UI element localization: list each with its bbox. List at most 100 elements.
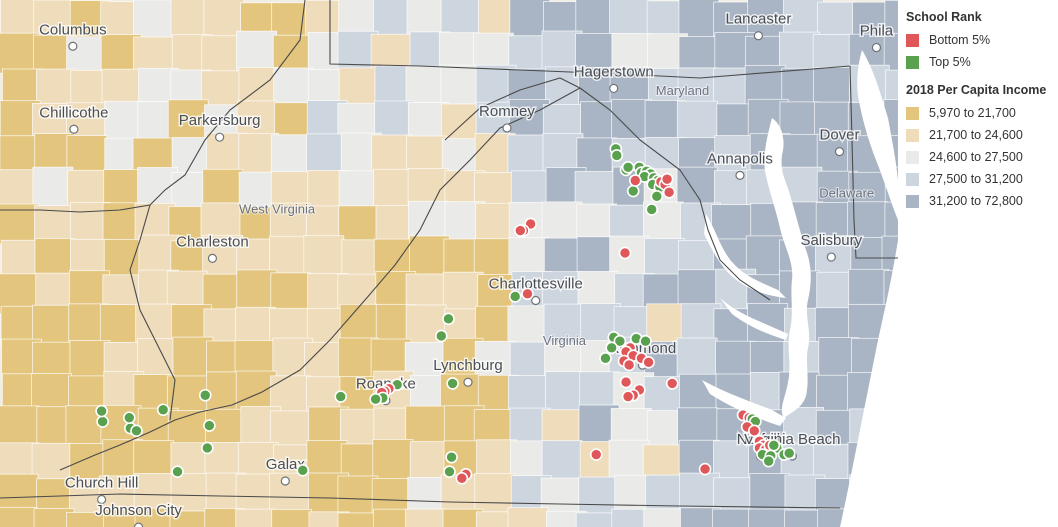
county-tile [235,508,277,527]
wv-oh-river [0,0,306,213]
school-marker-bottom[interactable] [698,462,712,476]
school-marker-top[interactable] [95,404,108,418]
bottom-swatch [906,33,919,47]
income-swatch [906,172,919,186]
city-dot [133,522,144,527]
school-marker-top[interactable] [203,419,216,432]
county-tile [711,204,752,246]
school-marker-bottom[interactable] [521,287,534,301]
legend-item-income-4[interactable]: 27,500 to 31,200 [906,168,1056,190]
county-tile [338,170,380,212]
county-tile [714,135,756,176]
legend-item-income-3[interactable]: 24,600 to 27,500 [906,146,1056,168]
school-marker-top[interactable] [96,415,109,428]
school-marker-top[interactable] [198,388,212,402]
legend-item-label: Bottom 5% [929,33,991,47]
school-marker-top[interactable] [599,352,612,365]
legend-item-top[interactable]: Top 5% [906,51,1056,73]
school-marker-top[interactable] [626,184,640,198]
school-markers[interactable] [95,142,796,485]
county-tile [33,0,75,41]
school-marker-bottom[interactable] [514,224,527,237]
county-tile [271,508,313,527]
legend-item-bottom[interactable]: Bottom 5% [906,29,1056,51]
school-marker-bottom[interactable] [621,390,635,403]
school-marker-top[interactable] [762,454,775,468]
school-marker-top[interactable] [442,312,455,326]
county-tile [338,205,380,247]
school-marker-bottom[interactable] [455,471,469,485]
school-marker-top[interactable] [156,403,170,417]
city-marker: Galax [264,455,307,486]
county-tile [405,65,447,107]
county-tile [102,509,144,527]
city-marker: Columbus [38,20,108,51]
school-marker-bottom[interactable] [660,172,674,186]
city-dot [834,147,845,157]
school-marker-bottom[interactable] [662,186,676,199]
school-marker-top[interactable] [334,390,348,403]
city-label: Church Hill [65,474,138,491]
map-canvas[interactable]: Maryland West Virginia Virginia Delaware Co… [0,0,898,527]
school-marker-top[interactable] [369,392,382,406]
county-tile [541,201,583,243]
legend-item-income-1[interactable]: 5,970 to 21,700 [906,102,1056,124]
county-tile [137,167,178,208]
county-tile [32,304,73,346]
income-swatch [906,194,919,208]
school-marker-top[interactable] [123,411,136,424]
school-marker-top[interactable] [610,149,624,162]
city-marker: Romney [478,101,537,133]
legend-item-income-5[interactable]: 31,200 to 72,800 [906,190,1056,212]
city-marker: Phila [858,21,895,53]
school-marker-top[interactable] [201,441,214,455]
county-tile [813,67,855,108]
school-marker-bottom[interactable] [589,448,603,461]
choropleth-map[interactable]: Maryland West Virginia Virginia Delaware Co… [0,0,898,527]
city-label: Phila [860,23,894,40]
school-marker-top[interactable] [782,446,796,460]
county-tile [676,100,718,142]
legend: School Rank Bottom 5% Top 5% 2018 Per Ca… [906,10,1056,222]
city-dot [207,253,218,263]
school-marker-top[interactable] [645,203,658,216]
school-marker-top[interactable] [445,450,458,464]
school-marker-bottom[interactable] [618,246,632,260]
city-marker: Charlottesville [487,274,584,306]
county-tile [408,200,449,242]
legend-item-label: 31,200 to 72,800 [929,194,1023,208]
city-dot [68,41,78,51]
city-marker: Hagerstown [572,62,655,94]
city-label: Romney [479,103,535,120]
school-marker-bottom[interactable] [628,174,642,187]
school-marker-bottom[interactable] [748,424,761,438]
city-label: Chillicothe [39,104,108,121]
school-marker-top[interactable] [639,334,652,348]
school-marker-top[interactable] [621,161,635,174]
city-label: Dover [819,127,859,144]
school-marker-bottom[interactable] [622,358,636,372]
county-tile [680,507,721,527]
city-marker: Lancaster [724,9,793,41]
school-marker-top[interactable] [508,290,522,303]
county-tile [0,506,38,527]
school-marker-top[interactable] [443,465,456,478]
school-marker-bottom[interactable] [619,375,633,389]
school-marker-top[interactable] [613,334,627,348]
school-marker-top[interactable] [446,377,459,390]
school-marker-bottom[interactable] [665,377,679,390]
state-borders [0,0,898,509]
school-marker-top[interactable] [605,341,618,355]
school-marker-top[interactable] [650,190,664,203]
school-marker-top[interactable] [767,439,781,452]
school-marker-top[interactable] [171,465,184,478]
county-tile [507,134,549,176]
income-legend: 2018 Per Capita Income 5,970 to 21,700 2… [906,83,1056,212]
school-marker-top[interactable] [435,329,448,343]
city-dot [826,252,836,262]
school-marker-top[interactable] [130,424,143,438]
legend-item-income-2[interactable]: 21,700 to 24,600 [906,124,1056,146]
school-marker-bottom[interactable] [642,356,655,369]
school-marker-top[interactable] [296,464,310,477]
county-tile [713,440,754,482]
